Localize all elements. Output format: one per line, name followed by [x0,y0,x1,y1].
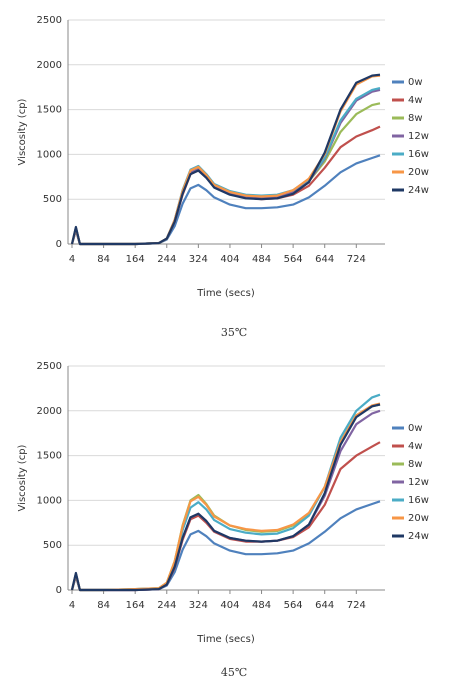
legend-label: 20w [408,167,429,178]
y-tick-label: 0 [56,585,62,596]
x-tick-label: 564 [284,254,303,265]
legend-label: 8w [408,113,423,124]
legend-label: 16w [408,495,429,506]
x-tick-label: 404 [220,600,239,611]
legend-label: 4w [408,95,423,106]
y-tick-label: 2500 [37,361,62,372]
x-tick-label: 724 [347,600,366,611]
x-tick-label: 564 [284,600,303,611]
x-tick-label: 324 [189,254,208,265]
x-tick-label: 484 [252,600,271,611]
y-tick-label: 1000 [37,149,62,160]
y-tick-label: 1500 [37,451,62,462]
x-axis-label: Time (secs) [196,288,255,299]
y-tick-label: 1000 [37,495,62,506]
x-tick-label: 404 [220,254,239,265]
legend-label: 12w [408,131,429,142]
series-line [70,403,381,592]
x-axis-label: Time (secs) [196,634,255,645]
x-tick-label: 244 [157,600,176,611]
series-line [70,74,381,246]
x-tick-label: 164 [126,254,145,265]
legend-label: 12w [408,477,429,488]
caption: 45℃ [221,666,247,679]
legend-label: 16w [408,149,429,160]
series-line [70,393,381,592]
y-axis-label: Viscosity (cp) [17,444,28,511]
y-tick-label: 2000 [37,60,62,71]
x-tick-label: 4 [69,600,75,611]
legend-label: 20w [408,513,429,524]
x-tick-label: 164 [126,600,145,611]
legend-label: 24w [408,531,429,542]
legend-label: 8w [408,459,423,470]
legend-label: 0w [408,77,423,88]
x-tick-label: 324 [189,600,208,611]
x-tick-label: 484 [252,254,271,265]
y-tick-label: 500 [43,194,62,205]
x-tick-label: 724 [347,254,366,265]
x-tick-label: 644 [315,254,334,265]
x-tick-label: 4 [69,254,75,265]
y-tick-label: 2000 [37,406,62,417]
y-tick-label: 1500 [37,105,62,116]
x-tick-label: 84 [97,600,110,611]
legend-label: 4w [408,441,423,452]
series-line [70,403,381,592]
series-line [70,88,381,246]
y-tick-label: 500 [43,540,62,551]
series-line [70,102,381,246]
series-line [70,73,381,246]
series-line [70,87,381,246]
legend-label: 24w [408,185,429,196]
legend-label: 0w [408,423,423,434]
x-tick-label: 644 [315,600,334,611]
y-tick-label: 0 [56,239,62,250]
y-axis-label: Viscosity (cp) [17,98,28,165]
y-tick-label: 2500 [37,15,62,26]
caption: 35℃ [221,326,247,339]
x-tick-label: 84 [97,254,110,265]
x-tick-label: 244 [157,254,176,265]
series-line [70,402,381,592]
